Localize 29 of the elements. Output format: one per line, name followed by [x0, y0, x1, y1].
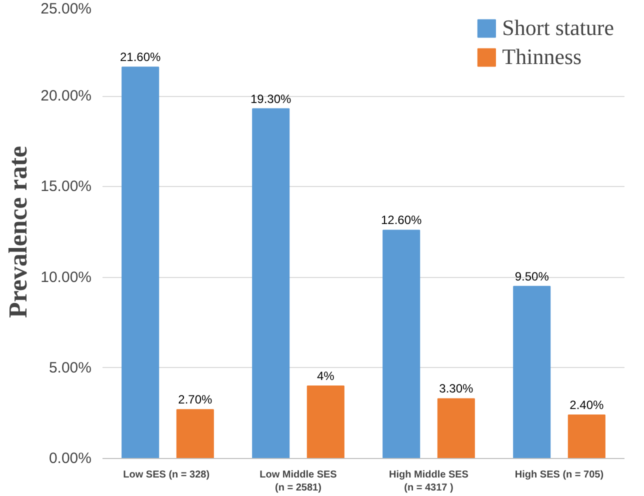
data-label: 19.30%	[250, 92, 292, 106]
data-label: 2.70%	[178, 392, 212, 407]
data-label: 12.60%	[380, 213, 422, 228]
y-tick-label: 5.00%	[48, 359, 92, 376]
x-tick-label: High SES (n = 705)	[514, 470, 604, 480]
y-axis-title: Prevalence rate	[4, 146, 33, 318]
data-label: 9.50%	[514, 269, 550, 284]
y-tick-label: 25.00%	[40, 0, 92, 18]
x-tick-label: Low SES (n = 328)	[123, 470, 210, 480]
bar	[252, 108, 290, 458]
x-tick-label: Low Middle SES (n = 2581)	[260, 470, 338, 494]
legend-label: Thinness	[502, 44, 582, 70]
y-tick-label: 15.00%	[40, 178, 92, 196]
bar	[382, 230, 420, 458]
y-tick-label: 10.00%	[40, 268, 92, 286]
data-label: 21.60%	[120, 50, 162, 64]
bar	[568, 414, 606, 458]
data-label: 2.40%	[570, 398, 604, 412]
bar	[513, 286, 551, 458]
x-tick-label: High Middle SES (n = 4317 )	[389, 470, 469, 494]
y-tick-label: 20.00%	[40, 88, 92, 105]
bar	[306, 386, 344, 458]
y-tick-label: 0.00%	[48, 450, 92, 467]
bar	[437, 398, 475, 458]
data-label: 4%	[316, 369, 335, 384]
legend-label: Short stature	[502, 15, 614, 41]
bar	[176, 409, 214, 458]
bar	[122, 66, 160, 458]
data-label: 3.30%	[439, 382, 474, 396]
